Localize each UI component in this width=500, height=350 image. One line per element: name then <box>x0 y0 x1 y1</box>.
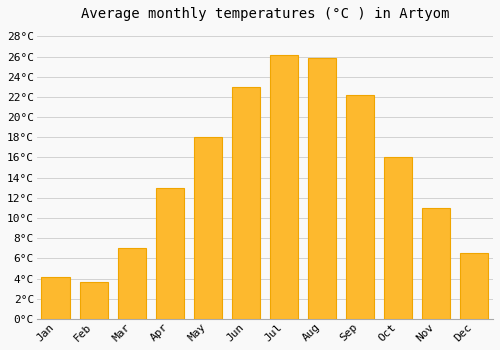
Bar <box>422 208 450 319</box>
Bar <box>308 57 336 319</box>
Bar <box>194 137 222 319</box>
Bar <box>118 248 146 319</box>
Bar <box>270 55 298 319</box>
Bar <box>232 87 260 319</box>
Title: Average monthly temperatures (°C ) in Artyom: Average monthly temperatures (°C ) in Ar… <box>80 7 449 21</box>
Bar <box>460 253 488 319</box>
Bar <box>156 188 184 319</box>
Bar <box>346 95 374 319</box>
Bar <box>80 281 108 319</box>
Bar <box>42 276 70 319</box>
Bar <box>384 158 412 319</box>
